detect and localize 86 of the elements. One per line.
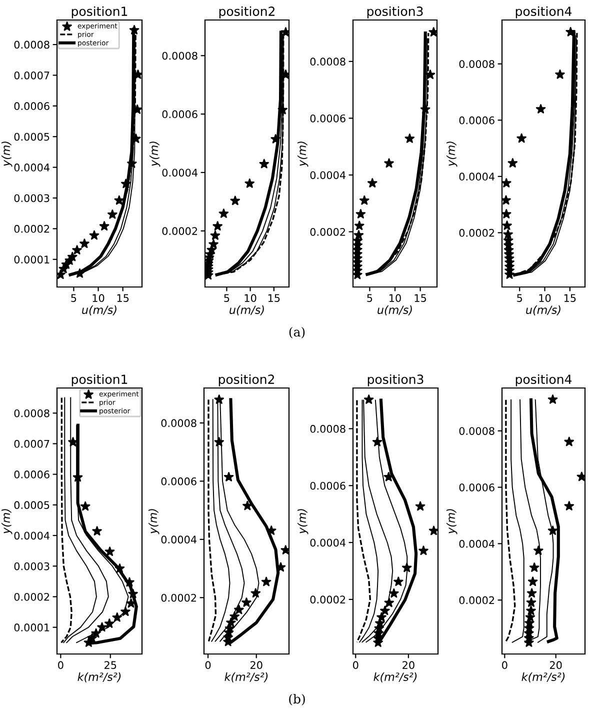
chart-title: position4: [516, 6, 572, 18]
y-tick-label: 0.0004: [459, 540, 494, 548]
y-tick-label: 0.0005: [14, 132, 50, 141]
x-tick-label: 5: [71, 294, 76, 302]
y-tick-label: 0.0001: [14, 624, 50, 632]
y-tick-label: 0.0004: [459, 172, 494, 181]
y-tick-label: 0.0008: [310, 58, 346, 66]
chart-title: position2: [218, 374, 274, 386]
y-tick-label: 0.0006: [14, 102, 50, 110]
y-tick-label: 0.0005: [14, 501, 50, 510]
text: (b): [289, 694, 305, 706]
y-axis-title: y(m): [148, 509, 160, 534]
y-tick-label: 0.0008: [459, 427, 494, 435]
y-tick-label: 0.0008: [161, 419, 196, 428]
x-tick-label: 20: [402, 661, 414, 670]
chart-title: position4: [516, 374, 572, 386]
y-tick-label: 0.0002: [14, 224, 50, 233]
y-tick-label: 0.0003: [14, 194, 50, 202]
chart-title: position1: [72, 6, 128, 18]
x-tick-label: 15: [268, 294, 280, 302]
x-tick-label: 0: [353, 661, 358, 670]
x-tick-label: 5: [367, 294, 372, 302]
x-axis-title: u(m/s): [526, 305, 560, 316]
y-axis-title: y(m): [1, 509, 12, 534]
y-tick-label: 0.0006: [459, 116, 494, 124]
x-tick-label: 0: [502, 661, 508, 670]
y-tick-label: 0.0006: [14, 470, 50, 478]
x-axis-title: u(m/s): [82, 305, 116, 316]
y-tick-label: 0.0004: [310, 171, 346, 180]
y-axis-title: y(m): [149, 142, 160, 167]
y-tick-label: 0.0006: [310, 114, 346, 122]
y-tick-label: 0.0008: [459, 60, 494, 68]
y-tick-label: 0.0004: [14, 164, 50, 172]
x-axis-title: k(m²/s²): [522, 672, 565, 682]
y-tick-label: 0.0004: [161, 536, 196, 544]
x-tick-label: 10: [92, 294, 104, 302]
chart-title: position3: [367, 6, 423, 18]
y-tick-label: 0.0004: [162, 168, 198, 177]
y-tick-label: 0.0008: [162, 52, 198, 60]
y-tick-label: 0.0002: [162, 227, 198, 236]
chart-title: position1: [72, 374, 128, 386]
x-tick-label: 10: [244, 294, 256, 302]
y-tick-label: 0.0002: [310, 596, 346, 604]
x-tick-label: 0: [58, 661, 64, 670]
y-axis-title: y(m): [446, 509, 458, 534]
y-axis-title: y(m): [1, 142, 12, 167]
y-tick-label: 0.0006: [161, 477, 196, 486]
x-tick-label: 15: [564, 294, 576, 302]
x-tick-label: 0: [205, 661, 211, 670]
chart-title: position3: [368, 374, 424, 386]
y-tick-label: 0.0006: [162, 110, 198, 118]
x-tick-label: 20: [250, 661, 262, 670]
y-tick-label: 0.0002: [459, 596, 494, 604]
y-tick-label: 0.0006: [459, 483, 494, 492]
y-axis-title: y(m): [297, 509, 308, 534]
x-tick-label: 10: [390, 294, 401, 302]
y-tick-label: 0.0006: [310, 482, 346, 490]
text: (a): [289, 326, 305, 338]
x-tick-label: 10: [539, 294, 551, 302]
y-tick-label: 0.0003: [14, 562, 50, 570]
y-tick-label: 0.0007: [14, 440, 50, 448]
y-tick-label: 0.0008: [14, 40, 50, 49]
y-tick-label: 0.0008: [310, 424, 346, 433]
y-tick-label: 0.0002: [310, 228, 346, 236]
y-axis-title: y(m): [446, 142, 458, 167]
x-axis-title: u(m/s): [230, 305, 264, 316]
y-tick-label: 0.0002: [161, 594, 196, 602]
x-axis-title: k(m²/s²): [374, 672, 417, 682]
y-tick-label: 0.0007: [14, 71, 50, 80]
x-axis-title: u(m/s): [378, 305, 412, 316]
x-tick-label: 5: [224, 294, 230, 302]
y-axis-title: y(m): [297, 142, 308, 167]
chart-title: position2: [219, 6, 274, 18]
x-axis-title: k(m²/s²): [78, 672, 121, 682]
x-tick-label: 15: [117, 294, 129, 302]
y-tick-label: 0.0008: [14, 409, 50, 418]
x-tick-label: 15: [414, 294, 426, 302]
y-tick-label: 0.0004: [310, 538, 346, 547]
y-tick-label: 0.0002: [459, 228, 494, 237]
x-axis-title: k(m²/s²): [224, 672, 268, 682]
x-tick-label: 20: [550, 661, 562, 670]
x-tick-label: 5: [517, 294, 522, 302]
x-tick-label: 25: [104, 661, 116, 670]
y-tick-label: 0.0001: [14, 256, 50, 264]
y-tick-label: 0.0004: [14, 532, 50, 540]
y-tick-label: 0.0002: [14, 592, 50, 601]
